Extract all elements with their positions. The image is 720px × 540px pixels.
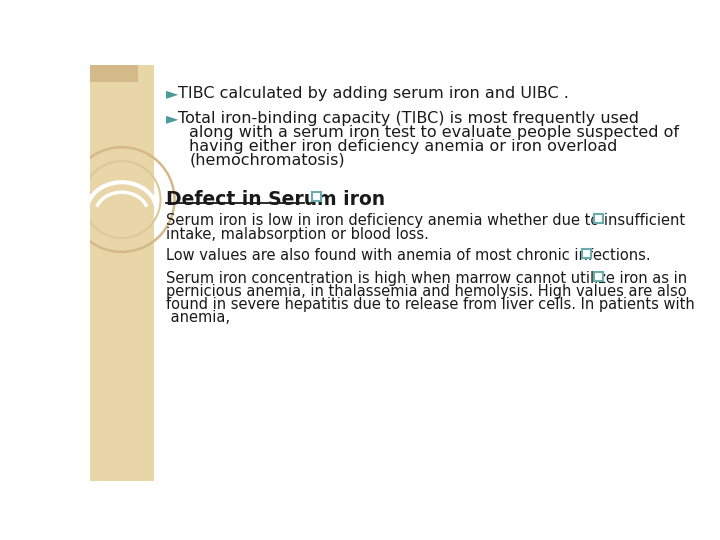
Bar [90,65,153,481]
Text: Total iron-binding capacity (TIBC) is most frequently used: Total iron-binding capacity (TIBC) is mo… [179,111,639,126]
Text: Serum iron is low in iron deficiency anemia whether due to insufficient: Serum iron is low in iron deficiency ane… [166,213,685,228]
Text: ►: ► [166,111,179,126]
Bar [312,192,321,201]
Text: anemia,: anemia, [166,310,230,326]
Text: pernicious anemia, in thalassemia and hemolysis. High values are also: pernicious anemia, in thalassemia and he… [166,284,687,299]
Text: ►: ► [166,86,179,102]
Text: along with a serum iron test to evaluate people suspected of: along with a serum iron test to evaluate… [189,125,679,140]
Text: (hemochromatosis): (hemochromatosis) [189,153,345,167]
Text: Serum iron concentration is high when marrow cannot utilize iron as in: Serum iron concentration is high when ma… [166,271,687,286]
Bar [582,249,591,258]
Bar [594,214,603,224]
Bar [594,272,603,281]
Text: Defect in Serum iron: Defect in Serum iron [166,190,385,208]
Text: Low values are also found with anemia of most chronic infections.: Low values are also found with anemia of… [166,248,651,263]
Bar [90,65,138,82]
Text: intake, malabsorption or blood loss.: intake, malabsorption or blood loss. [166,226,429,241]
Text: TIBC calculated by adding serum iron and UIBC .: TIBC calculated by adding serum iron and… [179,86,570,102]
Text: found in severe hepatitis due to release from liver cells. In patients with: found in severe hepatitis due to release… [166,298,695,312]
Text: having either iron deficiency anemia or iron overload: having either iron deficiency anemia or … [189,139,618,154]
